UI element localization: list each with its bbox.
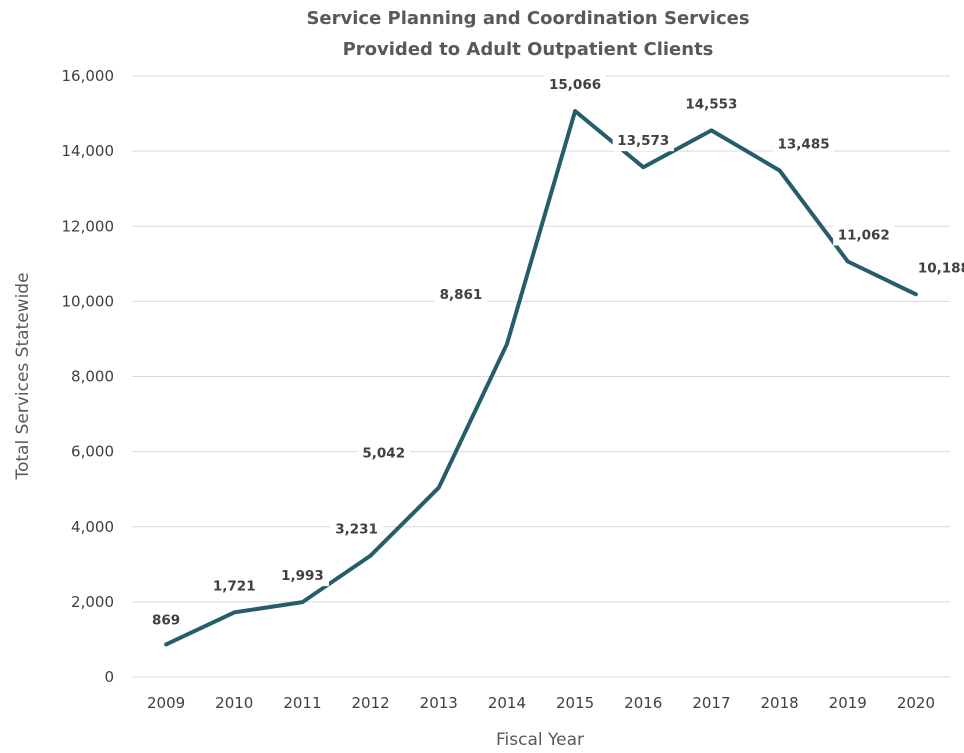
x-tick-label: 2012 xyxy=(351,694,389,712)
y-tick-label: 0 xyxy=(104,668,114,686)
x-axis-title: Fiscal Year xyxy=(496,730,584,750)
data-label: 869 xyxy=(152,612,180,628)
x-tick-label: 2009 xyxy=(147,694,185,712)
y-tick-label: 14,000 xyxy=(62,142,115,160)
data-label-background xyxy=(680,93,743,115)
data-label-background xyxy=(913,257,964,279)
data-label-background xyxy=(147,609,185,631)
data-label: 14,553 xyxy=(685,96,737,112)
data-label-background xyxy=(207,575,261,597)
data-label: 10,188 xyxy=(918,260,964,276)
y-axis-ticks: 0 2,000 4,000 6,000 8,000 10,000 12,000 14,000 1… xyxy=(62,67,115,686)
data-label-background xyxy=(330,518,384,540)
data-label: 8,861 xyxy=(440,287,483,303)
x-tick-label: 2013 xyxy=(420,694,458,712)
x-tick-label: 2010 xyxy=(215,694,253,712)
y-tick-label: 8,000 xyxy=(71,368,114,386)
x-tick-label: 2016 xyxy=(624,694,662,712)
y-tick-label: 10,000 xyxy=(62,292,115,310)
y-tick-label: 12,000 xyxy=(62,217,115,235)
data-label: 1,721 xyxy=(213,578,256,594)
gridlines xyxy=(132,75,950,678)
x-tick-label: 2017 xyxy=(692,694,730,712)
x-tick-label: 2018 xyxy=(760,694,798,712)
data-label: 15,066 xyxy=(549,77,601,93)
y-axis-title: Total Services Statewide xyxy=(13,272,33,480)
data-label-background xyxy=(357,442,411,464)
data-label-background xyxy=(544,74,606,96)
data-label-background xyxy=(275,565,329,587)
data-label-background xyxy=(612,130,674,152)
data-label: 5,042 xyxy=(362,446,405,462)
chart-title-line-2: Provided to Adult Outpatient Clients xyxy=(343,39,714,60)
data-label-background xyxy=(833,224,895,246)
x-tick-label: 2019 xyxy=(829,694,867,712)
data-label-background xyxy=(434,284,488,306)
series-layer xyxy=(164,109,918,647)
y-tick-label: 4,000 xyxy=(71,518,114,536)
data-label-background xyxy=(772,133,835,155)
series-line xyxy=(164,109,918,647)
data-label: 1,993 xyxy=(281,568,324,584)
x-axis-ticks: 2009 2010 2011 2012 2013 2014 2015 2016 2017 2018… xyxy=(147,694,935,712)
data-label: 13,573 xyxy=(617,133,669,149)
x-tick-label: 2015 xyxy=(556,694,594,712)
x-tick-label: 2020 xyxy=(897,694,935,712)
data-label: 3,231 xyxy=(335,522,378,538)
x-tick-label: 2011 xyxy=(283,694,321,712)
data-label: 11,062 xyxy=(838,227,890,243)
y-tick-label: 6,000 xyxy=(71,443,114,461)
data-labels: 869 1,721 1,993 3,231 5,042 8,861 15,066 13,573… xyxy=(147,74,964,631)
y-tick-label: 16,000 xyxy=(62,67,115,85)
data-label: 13,485 xyxy=(778,136,830,152)
chart-title-line-1: Service Planning and Coordination Servic… xyxy=(306,8,749,29)
x-tick-label: 2014 xyxy=(488,694,526,712)
y-tick-label: 2,000 xyxy=(71,593,114,611)
